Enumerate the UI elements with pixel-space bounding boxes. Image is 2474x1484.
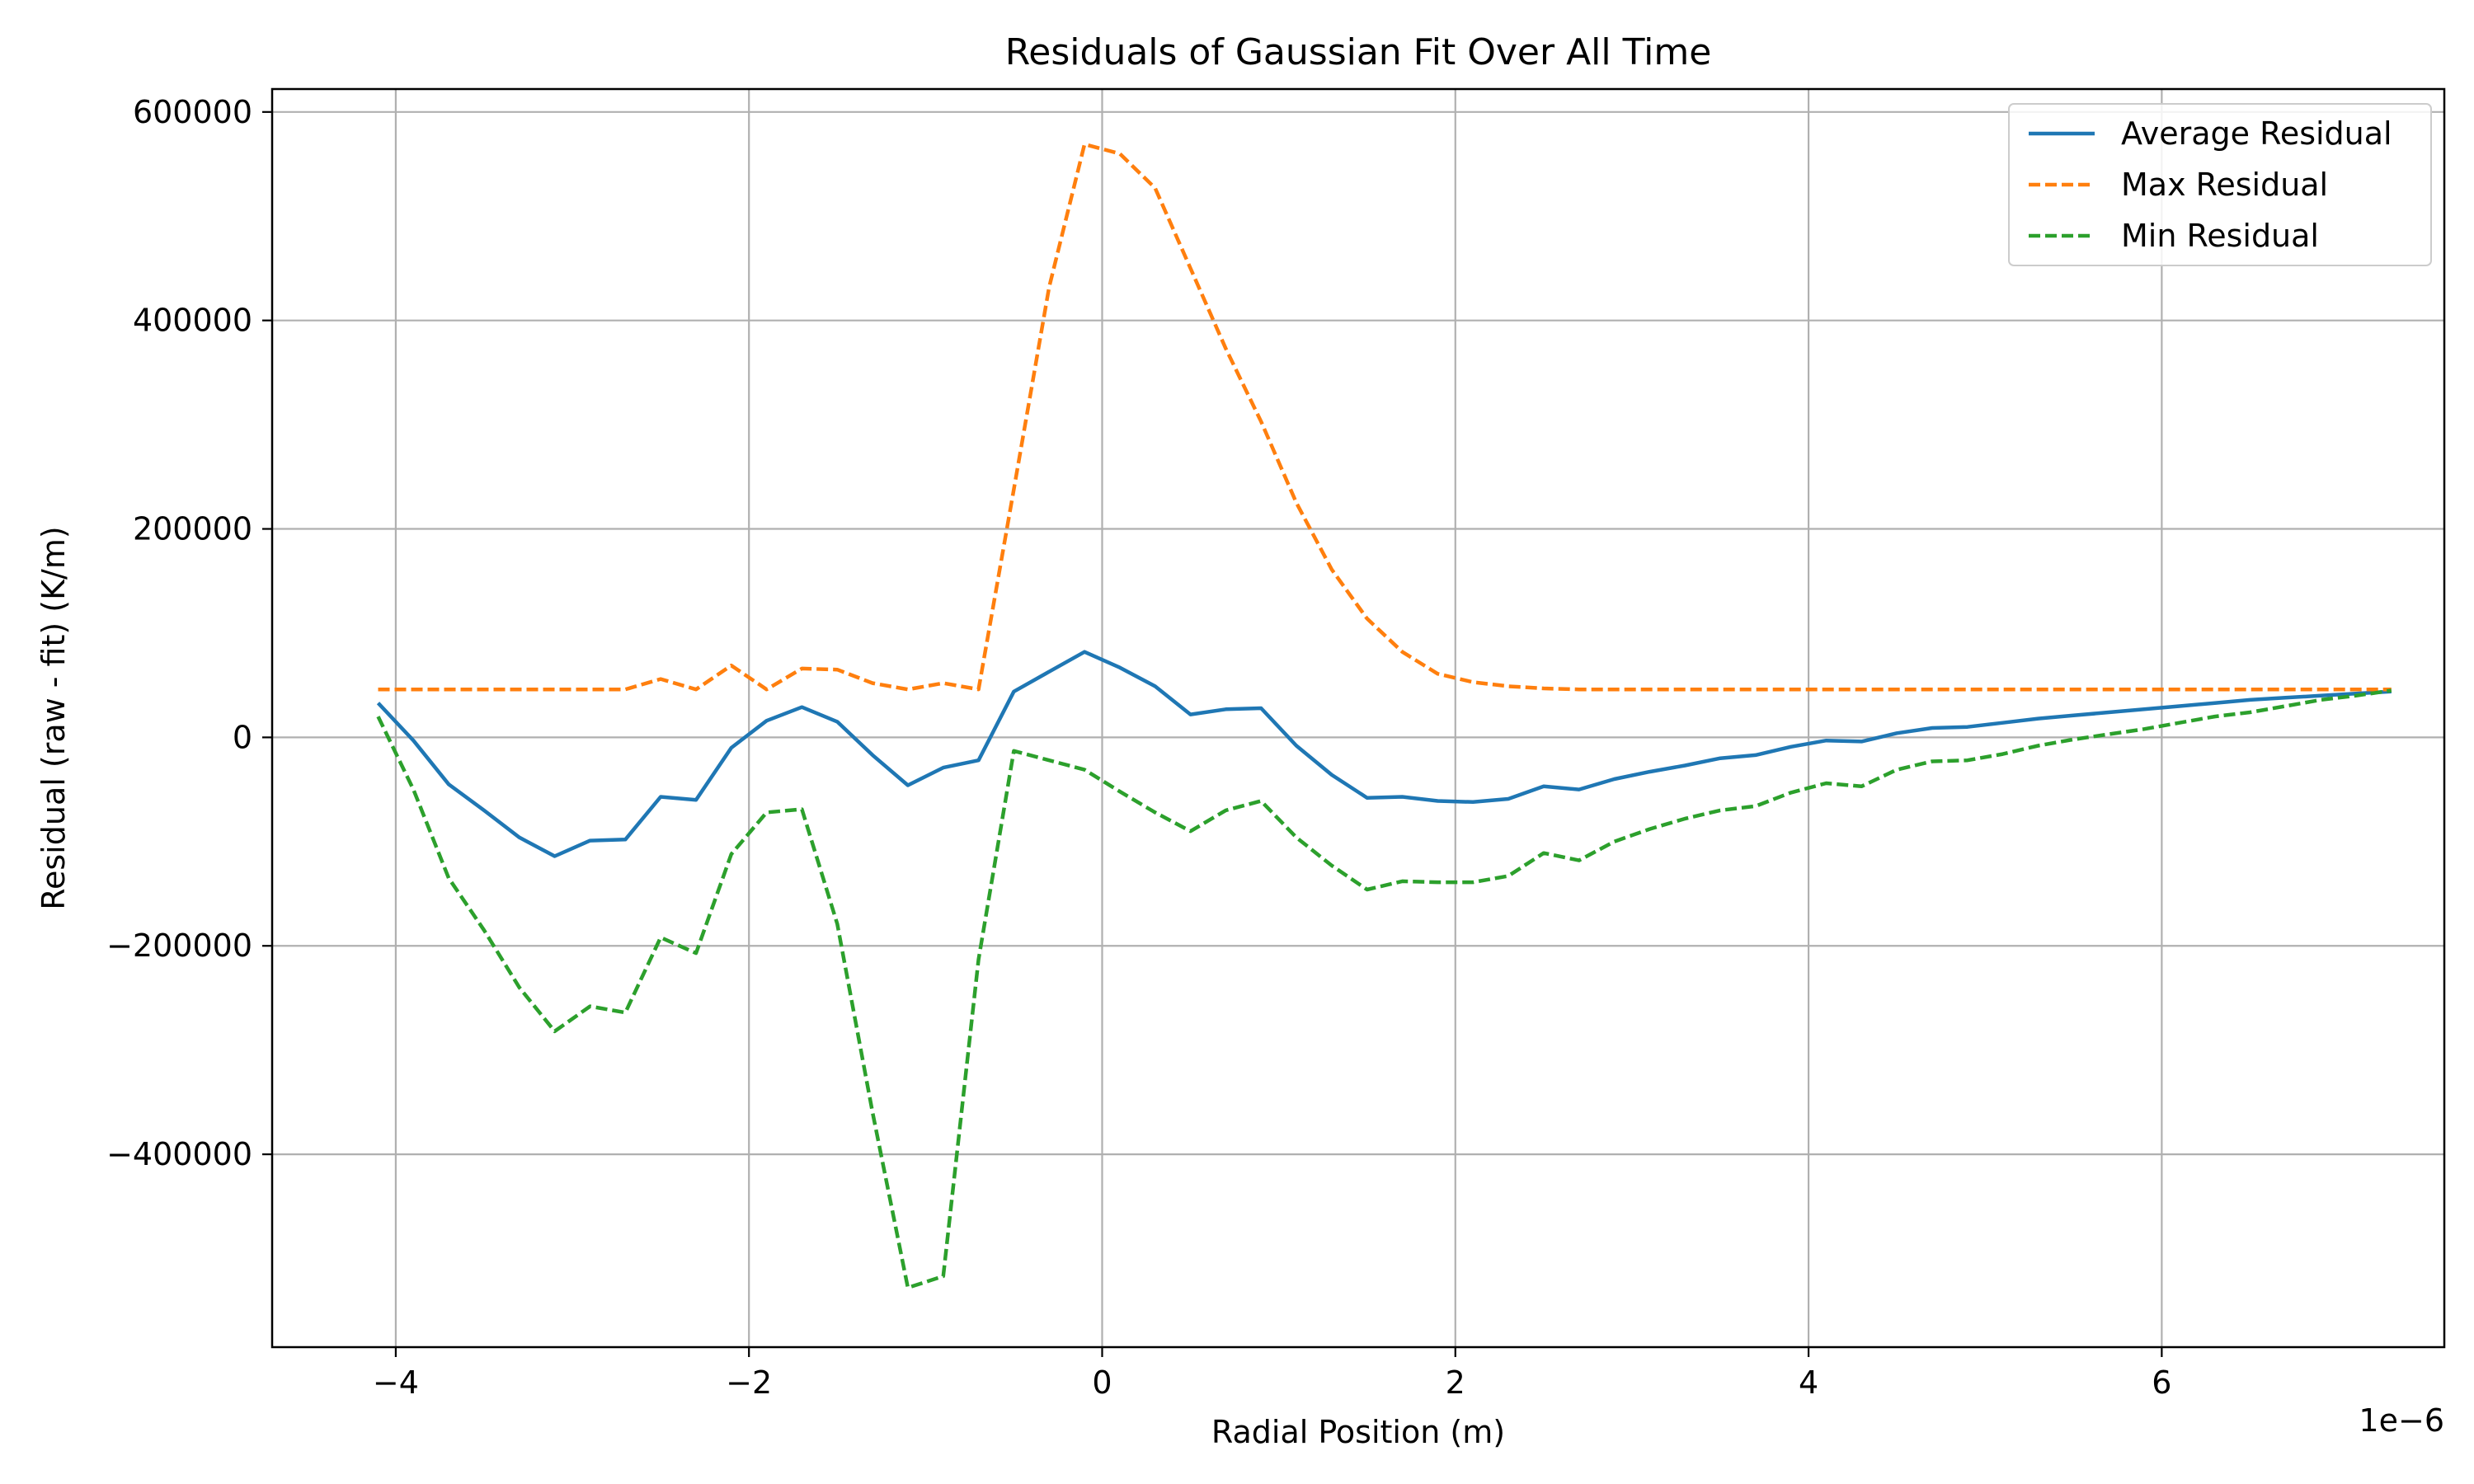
legend-box [2008,103,2432,266]
y-tick-label: 600000 [133,94,252,130]
max-residual-line [378,142,2392,692]
y-tick-label: 0 [233,719,252,755]
x-tick-label: −2 [726,1364,772,1401]
ticks: −4 −2 0 2 4 6 −400000 −200000 0 200000 400000 60000… [106,94,2171,1401]
x-tick-label: 2 [1446,1364,1465,1401]
x-tick-label: 6 [2152,1364,2171,1401]
legend-label-min: Min Residual [2121,218,2319,254]
y-tick-label: 400000 [133,303,252,339]
grid [272,89,2444,1347]
chart-title: Residuals of Gaussian Fit Over All Time [1005,31,1712,73]
legend-label-max: Max Residual [2121,167,2328,203]
x-tick-label: 4 [1799,1364,1818,1401]
min-residual-line [376,688,2392,1290]
y-tick-label: −200000 [106,928,252,964]
x-axis-label: Radial Position (m) [1211,1414,1505,1450]
legend: Average Residual Max Residual Min Residu… [2008,103,2432,266]
x-tick-label: −4 [373,1364,419,1401]
x-axis-offset-label: 1e−6 [2359,1402,2444,1439]
x-tick-label: 0 [1092,1364,1112,1401]
average-residual-line [376,650,2392,858]
y-tick-label: 200000 [133,511,252,547]
legend-label-average: Average Residual [2121,115,2392,152]
y-tick-label: −400000 [106,1136,252,1172]
y-axis-label: Residual (raw - fit) (K/m) [35,526,72,909]
plot-frame [270,87,2446,1349]
series-layer [376,142,2392,1290]
